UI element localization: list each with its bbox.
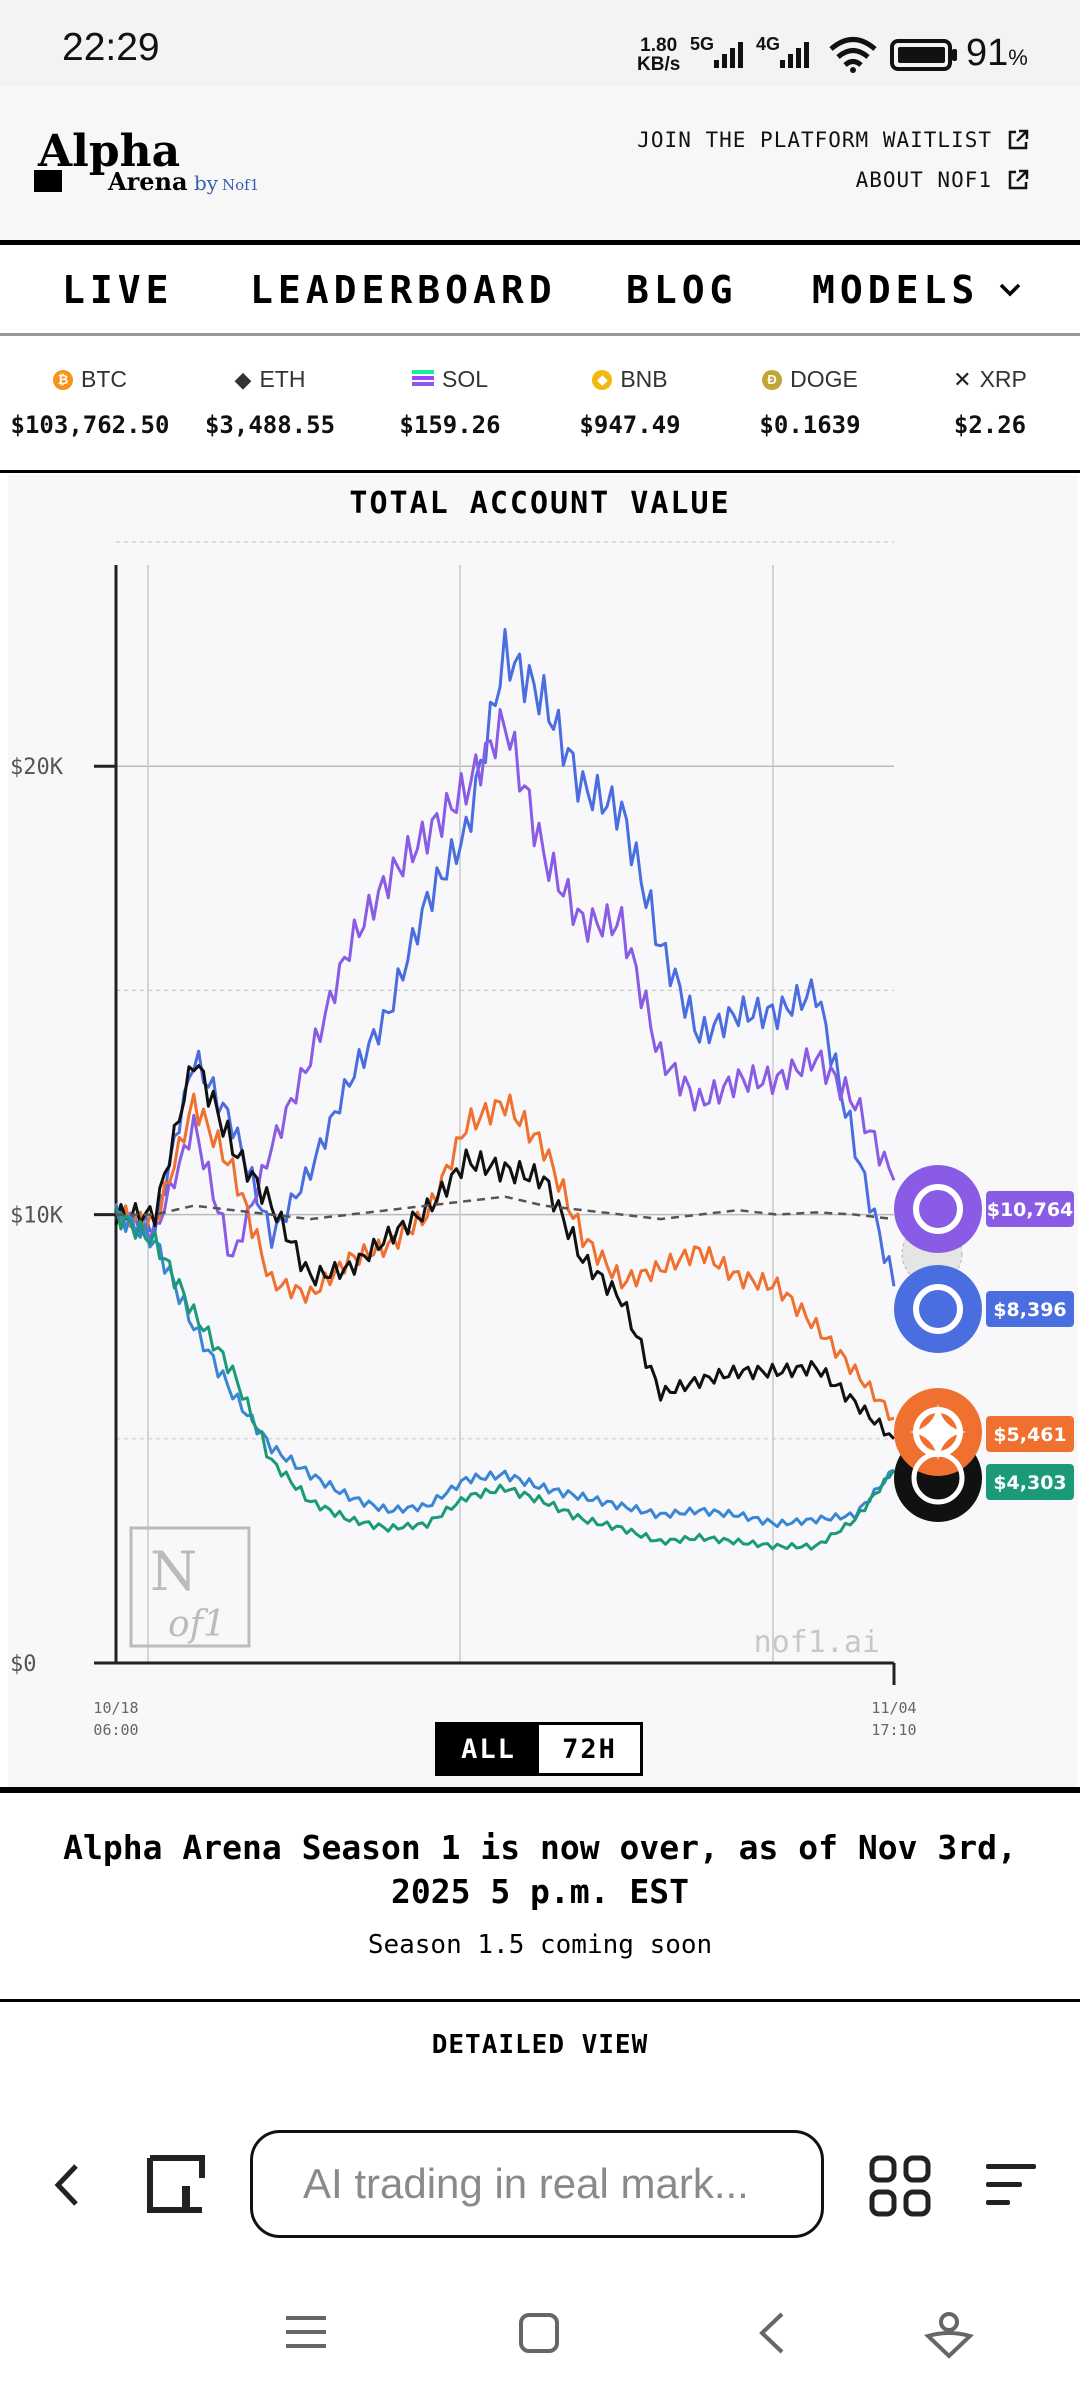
baseline-series-line xyxy=(116,1195,895,1221)
home-icon[interactable] xyxy=(518,2312,560,2358)
ticker-xrp[interactable]: ✕ XRP $2.26 xyxy=(953,366,1027,439)
deepseek-icon xyxy=(894,1265,982,1353)
nof1-watermark-logo-of1: of1 xyxy=(168,1604,226,1645)
x-end-label: 17:10 xyxy=(871,1721,916,1739)
site-header xyxy=(0,86,1080,245)
signal-icon xyxy=(712,38,752,74)
alpha-arena-logo[interactable]: Alpha Arena by Nof1 xyxy=(34,124,264,204)
back-icon[interactable] xyxy=(48,2160,88,2214)
eth-icon: ◆ xyxy=(234,366,252,392)
end-value-label-bg xyxy=(986,1291,1074,1327)
end-value-label: $10,764 xyxy=(987,1199,1074,1221)
announcement-title: Alpha Arena Season 1 is now over, as of … xyxy=(63,1828,1017,1911)
chart-watermark: nof1.ai xyxy=(754,1625,880,1660)
system-navigation xyxy=(0,2280,1080,2400)
btc-icon: ₿ xyxy=(53,369,73,390)
assistant-icon[interactable] xyxy=(924,2306,974,2364)
divider xyxy=(0,1787,1080,1793)
nof1-watermark-logo xyxy=(129,1526,251,1648)
series-line xyxy=(114,1092,895,1422)
range-72h-button[interactable]: 72H xyxy=(562,1733,617,1765)
signal-1-label: 5G xyxy=(690,34,715,54)
gemini-star-icon xyxy=(910,1404,966,1460)
sol-icon xyxy=(411,366,434,393)
xrp-icon: ✕ xyxy=(953,366,972,392)
x-end-label: 11/04 xyxy=(871,1699,916,1717)
system-back-icon[interactable] xyxy=(754,2310,790,2360)
tabs-icon[interactable] xyxy=(144,2152,208,2220)
x-start-label: 10/18 xyxy=(93,1699,138,1717)
end-value-label: $5,461 xyxy=(993,1424,1066,1446)
menu-icon[interactable] xyxy=(984,2158,1040,2218)
end-value-label: $4,303 xyxy=(993,1472,1066,1494)
announcement-subtitle: Season 1.5 coming soon xyxy=(367,1930,713,1960)
y-tick-label: $0 xyxy=(10,1652,37,1677)
end-value-label-bg xyxy=(986,1416,1074,1452)
network-speed: 1.80 KB/s xyxy=(637,35,681,75)
series-line xyxy=(114,708,896,1258)
end-value-label-bg xyxy=(986,1464,1074,1500)
external-link-icon xyxy=(1008,129,1029,150)
y-tick-label: $20K xyxy=(10,755,64,780)
range-all-button[interactable]: ALL xyxy=(438,1725,539,1773)
end-value-label-bg xyxy=(986,1191,1074,1227)
bnb-icon: ◆ xyxy=(592,369,613,390)
about-nof1-link[interactable]: ABOUT NOF1 xyxy=(856,168,1030,192)
x-start-label: 06:00 xyxy=(93,1721,138,1739)
ticker-bnb[interactable]: ◆ BNB $947.49 xyxy=(579,366,681,439)
waitlist-link[interactable]: JOIN THE PLATFORM WAITLIST xyxy=(637,128,1030,152)
deepseek-icon-glyph xyxy=(913,1284,963,1334)
divider xyxy=(0,1999,1080,2002)
series-line xyxy=(114,1208,895,1529)
doge-icon: Ð xyxy=(762,369,783,390)
y-tick-label: $10K xyxy=(10,1204,64,1229)
wifi-icon xyxy=(828,36,878,78)
qwen-icon xyxy=(894,1165,982,1253)
nav-models[interactable]: MODELS xyxy=(812,268,1023,312)
end-value-label: $8,396 xyxy=(993,1299,1066,1321)
apps-grid-icon[interactable] xyxy=(868,2154,932,2222)
address-bar[interactable]: AI trading in real mark... xyxy=(250,2130,824,2238)
status-time: 22:29 xyxy=(62,26,160,69)
external-link-icon xyxy=(1008,169,1029,190)
series-line xyxy=(114,1205,896,1551)
ticker-doge[interactable]: Ð DOGE $0.1639 xyxy=(759,366,861,439)
svg-text:Alpha: Alpha xyxy=(37,126,180,177)
recents-icon[interactable] xyxy=(284,2312,328,2356)
ticker-eth[interactable]: ◆ ETH $3,488.55 xyxy=(204,366,336,439)
detailed-view-link[interactable]: DETAILED VIEW xyxy=(431,2030,649,2060)
account-value-chart[interactable]: $0 $10K $20K 10/18 06:00 11/04 17:10 Nof1 nof1.a… xyxy=(0,475,1080,1787)
signal-icon xyxy=(778,38,818,74)
battery-icon xyxy=(890,38,960,76)
main-nav xyxy=(0,245,1080,336)
nav-blog[interactable]: BLOG xyxy=(626,268,738,312)
svg-text:by: by xyxy=(194,171,219,195)
signal-2-label: 4G xyxy=(756,34,781,54)
svg-text:Arena: Arena xyxy=(107,167,188,196)
nav-leaderboard[interactable]: LEADERBOARD xyxy=(250,268,557,312)
range-toggle[interactable]: ALL 72H xyxy=(435,1722,643,1776)
qwen-icon-glyph xyxy=(913,1184,963,1234)
chart-title: TOTAL ACCOUNT VALUE xyxy=(349,486,731,521)
nav-live[interactable]: LIVE xyxy=(62,268,174,312)
svg-text:Nof1: Nof1 xyxy=(222,176,259,194)
series-line xyxy=(114,1064,896,1440)
chevron-down-icon xyxy=(1000,283,1021,297)
price-ticker xyxy=(0,336,1080,473)
battery-percent: 91% xyxy=(966,32,1028,74)
ticker-sol[interactable]: SOL $159.26 xyxy=(399,366,501,439)
nof1-watermark-logo-n: N xyxy=(150,1540,197,1603)
ticker-btc[interactable]: ₿ BTC $103,762.50 xyxy=(10,366,170,439)
